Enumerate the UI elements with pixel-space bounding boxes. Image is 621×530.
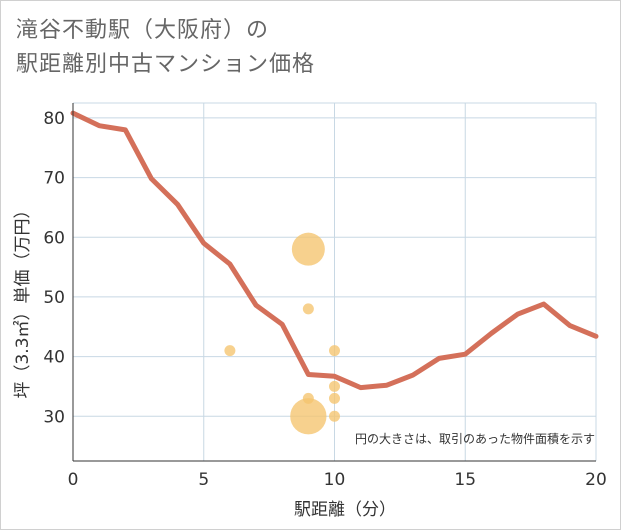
price-line-path [70,110,599,391]
scatter-bubble [329,380,340,392]
x-tick-label: 10 [324,470,346,490]
scatter-bubble [291,232,325,266]
y-tick-label: 80 [43,109,65,129]
scatter-bubbles [224,232,340,435]
x-axis-label: 駅距離（分） [294,500,396,520]
x-tick-label: 15 [454,470,476,490]
chart-title: 滝谷不動駅（大阪府）の 駅距離別中古マンション価格 [16,14,315,82]
scatter-bubble [329,410,340,422]
bubble-size-note: 円の大きさは、取引のあった物件面積を示す [355,431,595,446]
x-tick-label: 0 [68,470,79,490]
y-tick-label: 70 [43,169,65,189]
scatter-bubble [329,345,340,357]
grid-lines [73,102,597,461]
scatter-bubble [329,392,340,404]
scatter-bubble [224,345,236,357]
y-tick-label: 50 [43,288,65,308]
price-line [70,110,599,391]
scatter-bubble [302,303,314,315]
y-tick-label: 40 [43,348,65,368]
y-tick-label: 30 [43,407,65,427]
y-tick-label: 60 [43,228,65,248]
axes [72,103,596,462]
tick-labels: 0 5 10 15 20 30 40 50 60 70 80 [43,109,606,490]
chart-title-line-1: 滝谷不動駅（大阪府）の [16,18,270,43]
x-tick-label: 20 [585,470,607,490]
y-axis-label: 坪（3.3㎡）単価（万円） [13,201,33,398]
chart-title-line-2: 駅距離別中古マンション価格 [16,52,316,77]
scatter-bubble [290,398,327,435]
x-tick-label: 5 [198,470,209,490]
